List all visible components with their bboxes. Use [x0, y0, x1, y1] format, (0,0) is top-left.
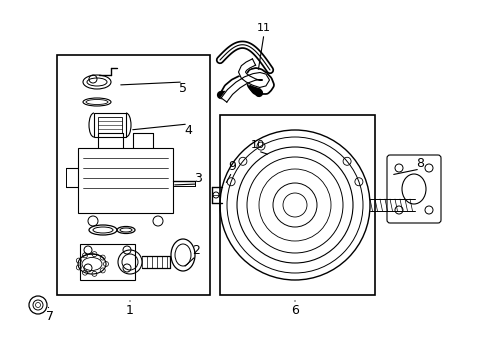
Bar [98, 117, 122, 133]
Bar [80, 244, 135, 280]
Text: 10: 10 [250, 140, 264, 150]
Polygon shape [221, 59, 269, 102]
Bar [94, 113, 126, 137]
Bar [66, 167, 78, 187]
Text: 2: 2 [192, 243, 200, 257]
Bar [78, 148, 173, 213]
Text: 5: 5 [179, 81, 186, 95]
FancyBboxPatch shape [386, 155, 440, 223]
Text: 11: 11 [257, 23, 270, 33]
Text: 8: 8 [415, 157, 423, 170]
Bar [220, 115, 374, 295]
Text: 1: 1 [126, 303, 134, 316]
Text: 3: 3 [194, 171, 202, 185]
Text: 4: 4 [183, 123, 192, 136]
Text: 9: 9 [227, 159, 235, 172]
Text: 6: 6 [290, 303, 298, 316]
Bar [57, 55, 209, 295]
Text: 7: 7 [46, 310, 54, 323]
